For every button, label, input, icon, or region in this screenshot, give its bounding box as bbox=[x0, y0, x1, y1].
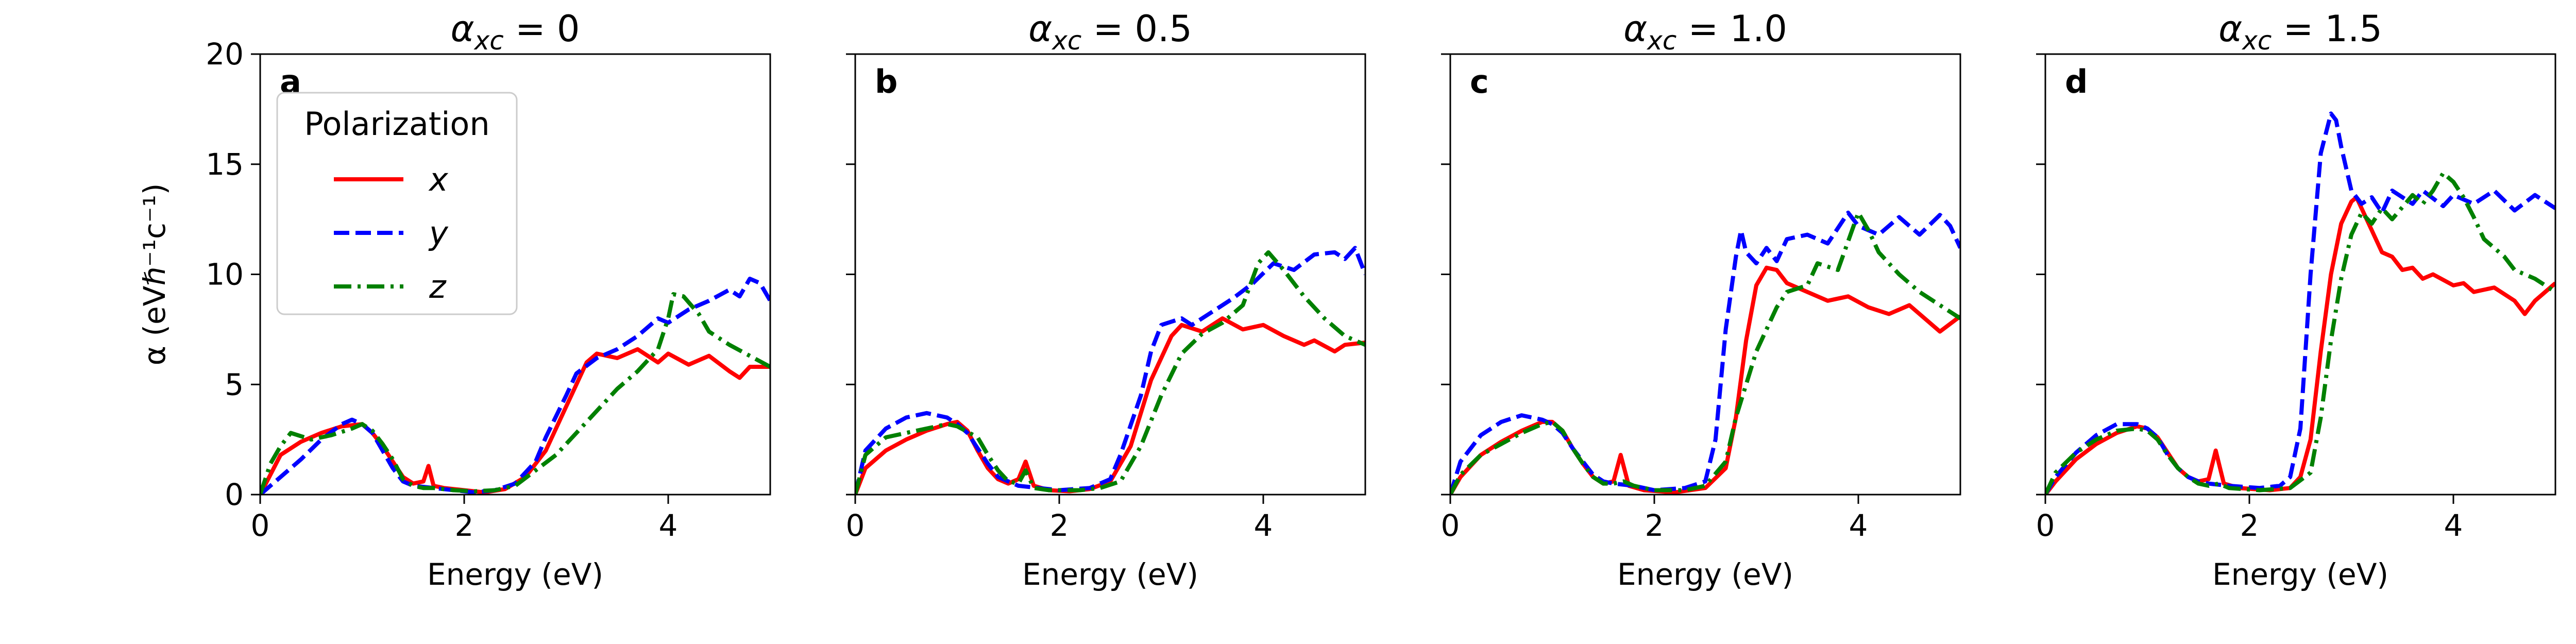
x-tick-label: 2 bbox=[2240, 508, 2259, 543]
title-subscript: xc bbox=[473, 26, 504, 56]
title-subscript: xc bbox=[2241, 26, 2272, 56]
x-axis-label: Energy (eV) bbox=[2212, 557, 2388, 592]
panel-letter: c bbox=[1470, 63, 1489, 100]
panel-title: αxc = 0 bbox=[451, 8, 580, 56]
series-line-x bbox=[260, 347, 770, 495]
x-tick-label: 2 bbox=[455, 508, 474, 543]
legend-label-y: y bbox=[428, 214, 449, 252]
panel-b: 0 2 4 Energy (eV) αxc = 0.5 b bbox=[846, 8, 1366, 592]
title-symbol: α bbox=[1623, 8, 1647, 50]
series-line-x bbox=[855, 316, 1365, 495]
panel-d: 0 2 4 Energy (eV) αxc = 1.5 d bbox=[2036, 8, 2556, 592]
x-tick-label: 2 bbox=[1050, 508, 1069, 543]
x-tick-label: 0 bbox=[846, 508, 865, 543]
legend-box bbox=[276, 92, 518, 315]
title-value: = 0.5 bbox=[1081, 8, 1192, 50]
x-axis-label: Energy (eV) bbox=[427, 557, 603, 592]
title-value: = 0 bbox=[504, 8, 580, 50]
y-axis-label: α (eVℏ⁻¹c⁻¹) bbox=[137, 183, 172, 366]
series-line-z bbox=[260, 292, 770, 495]
title-symbol: α bbox=[1028, 8, 1052, 50]
panel-c: 0 2 4 Energy (eV) αxc = 1.0 c bbox=[1441, 8, 1961, 592]
series-line-x bbox=[2045, 195, 2555, 495]
x-axis-label: Energy (eV) bbox=[1617, 557, 1793, 592]
title-symbol: α bbox=[2218, 8, 2242, 50]
x-tick-label: 0 bbox=[1441, 508, 1460, 543]
panel-letter: b bbox=[875, 63, 897, 100]
legend: Polarization xyz bbox=[276, 92, 518, 315]
title-subscript: xc bbox=[1051, 26, 1081, 56]
y-tick-label: 5 bbox=[225, 367, 244, 402]
series-line-y bbox=[855, 246, 1365, 495]
series-line-y bbox=[2045, 111, 2555, 495]
y-tick-label: 15 bbox=[206, 147, 244, 182]
title-symbol: α bbox=[451, 8, 474, 50]
series-line-z bbox=[1450, 210, 1960, 495]
y-tick-label: 0 bbox=[225, 477, 244, 512]
panel-title: αxc = 0.5 bbox=[1028, 8, 1192, 56]
legend-title: Polarization bbox=[304, 105, 489, 143]
legend-label-z: z bbox=[429, 268, 447, 306]
x-tick-label: 4 bbox=[1254, 508, 1273, 543]
series-line-z bbox=[855, 250, 1365, 495]
y-tick-label: 10 bbox=[206, 257, 244, 292]
x-axis-label: Energy (eV) bbox=[1022, 557, 1198, 592]
x-tick-label: 4 bbox=[659, 508, 678, 543]
x-tick-label: 0 bbox=[251, 508, 270, 543]
x-tick-label: 4 bbox=[1849, 508, 1868, 543]
panel-title: αxc = 1.5 bbox=[2218, 8, 2382, 56]
series-line-z bbox=[2045, 171, 2555, 495]
series-line-x bbox=[1450, 265, 1960, 495]
x-tick-label: 0 bbox=[2036, 508, 2055, 543]
title-value: = 1.0 bbox=[1676, 8, 1787, 50]
legend-label-x: x bbox=[428, 161, 449, 198]
x-tick-label: 4 bbox=[2444, 508, 2463, 543]
panel-letter: d bbox=[2065, 63, 2088, 100]
y-tick-label: 20 bbox=[206, 37, 244, 72]
x-tick-label: 2 bbox=[1645, 508, 1664, 543]
title-value: = 1.5 bbox=[2272, 8, 2382, 50]
title-subscript: xc bbox=[1646, 26, 1676, 56]
series-line-y bbox=[1450, 210, 1960, 495]
panel-title: αxc = 1.0 bbox=[1623, 8, 1787, 56]
